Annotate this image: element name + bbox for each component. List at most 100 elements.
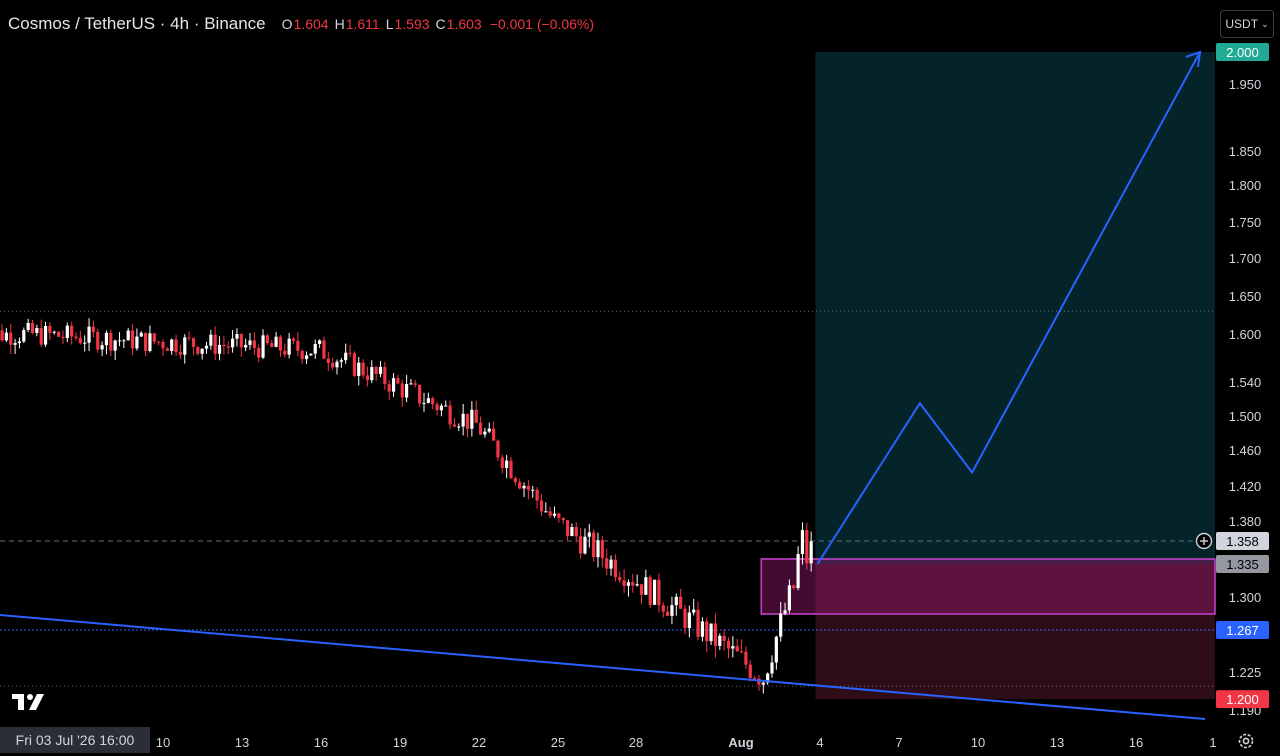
candle-body xyxy=(209,334,213,346)
candle-body xyxy=(648,577,652,605)
candle-body xyxy=(465,413,470,429)
currency-label: USDT xyxy=(1225,17,1259,31)
candle-body xyxy=(87,326,91,343)
candle-body xyxy=(161,342,165,349)
candle-body xyxy=(291,338,296,341)
candle-body xyxy=(700,621,704,637)
candle-body xyxy=(783,610,787,614)
entry-price-badge xyxy=(1216,555,1269,573)
candle-body xyxy=(174,339,178,353)
candle-body xyxy=(252,340,256,349)
candle-body xyxy=(666,611,670,616)
candle-body xyxy=(657,579,661,606)
candle-body xyxy=(744,651,748,665)
support-price-label: 1.267 xyxy=(1226,623,1259,638)
candle-body xyxy=(339,360,343,362)
candle-body xyxy=(531,489,535,491)
candle-body xyxy=(600,540,604,559)
candle-body xyxy=(9,332,13,345)
candle-body xyxy=(374,367,378,374)
candle-body xyxy=(204,345,209,349)
candle-body xyxy=(70,325,74,337)
candle-body xyxy=(100,345,104,350)
candle-body xyxy=(322,340,326,359)
candle-body xyxy=(557,513,561,518)
target-price-badge xyxy=(1216,43,1269,61)
entry-price-label: 1.335 xyxy=(1226,557,1259,572)
support-price-badge xyxy=(1216,621,1269,639)
y-tick-label: 1.950 xyxy=(1229,77,1262,92)
candle-body xyxy=(779,613,783,637)
candle-body xyxy=(731,646,735,649)
high-label: H xyxy=(334,16,345,32)
candle-body xyxy=(52,331,56,333)
x-tick-label: 28 xyxy=(629,735,643,750)
x-tick-label: 16 xyxy=(1129,735,1143,750)
candle-body xyxy=(587,532,591,537)
candle-body xyxy=(805,530,809,564)
candle-body xyxy=(144,332,148,351)
candle-body xyxy=(261,335,265,358)
y-tick-label: 1.500 xyxy=(1229,409,1262,424)
candle-body xyxy=(552,513,557,516)
candle-body xyxy=(631,582,635,586)
candle-body xyxy=(30,322,35,333)
candle-body xyxy=(435,404,439,411)
candle-body xyxy=(544,511,548,513)
candle-body xyxy=(270,343,274,347)
candle-body xyxy=(35,328,39,333)
candle-body xyxy=(370,367,374,381)
candle-body xyxy=(692,609,696,613)
candle-body xyxy=(470,409,474,429)
candle-body xyxy=(452,424,457,427)
candle-body xyxy=(418,384,422,404)
candle-body xyxy=(796,554,800,589)
current-price-badge xyxy=(1216,532,1269,550)
candle-body xyxy=(522,485,526,489)
candle-body xyxy=(661,605,665,612)
candle-body xyxy=(735,646,739,652)
candle-body xyxy=(422,402,426,404)
candle-body xyxy=(365,375,370,381)
y-tick-label: 1.600 xyxy=(1229,327,1262,342)
y-tick-label: 1.800 xyxy=(1229,178,1262,193)
candle-body xyxy=(431,398,435,405)
candle-body xyxy=(226,346,230,348)
stop-price-badge xyxy=(1216,690,1269,709)
candle-body xyxy=(478,422,483,435)
candle-body xyxy=(526,485,530,490)
projection-arrowhead xyxy=(1185,50,1202,68)
symbol-title[interactable]: Cosmos / TetherUS · 4h · Binance xyxy=(8,14,266,33)
tradingview-logo-icon[interactable] xyxy=(10,690,46,712)
candle-body xyxy=(718,635,722,646)
candle-body xyxy=(574,526,578,537)
candle-body xyxy=(487,428,491,432)
candle-body xyxy=(770,662,774,674)
candle-body xyxy=(130,330,135,349)
candle-body xyxy=(413,383,417,385)
y-tick-label: 1.225 xyxy=(1229,665,1262,680)
x-tick-label: 19 xyxy=(393,735,407,750)
close-value: 1.603 xyxy=(446,16,482,32)
candle-body xyxy=(296,340,300,351)
candle-body xyxy=(213,334,217,354)
candle-body xyxy=(17,341,22,344)
add-alert-plus-icon[interactable] xyxy=(1195,532,1213,550)
candle-body xyxy=(683,608,687,629)
x-tick-label: 7 xyxy=(895,735,902,750)
candle-body xyxy=(257,348,261,358)
candle-body xyxy=(670,605,674,616)
candle-body xyxy=(409,383,413,385)
currency-selector[interactable]: USDT ⌄ xyxy=(1220,10,1274,38)
candle-body xyxy=(652,579,657,605)
candle-body xyxy=(474,409,478,423)
candle-body xyxy=(635,584,639,586)
candle-body xyxy=(283,350,287,355)
close-label: C xyxy=(435,16,446,32)
candle-body xyxy=(400,383,404,398)
candle-body xyxy=(61,336,65,338)
gear-icon[interactable] xyxy=(1236,731,1256,751)
candle-body xyxy=(444,405,448,407)
candle-body xyxy=(613,559,617,578)
